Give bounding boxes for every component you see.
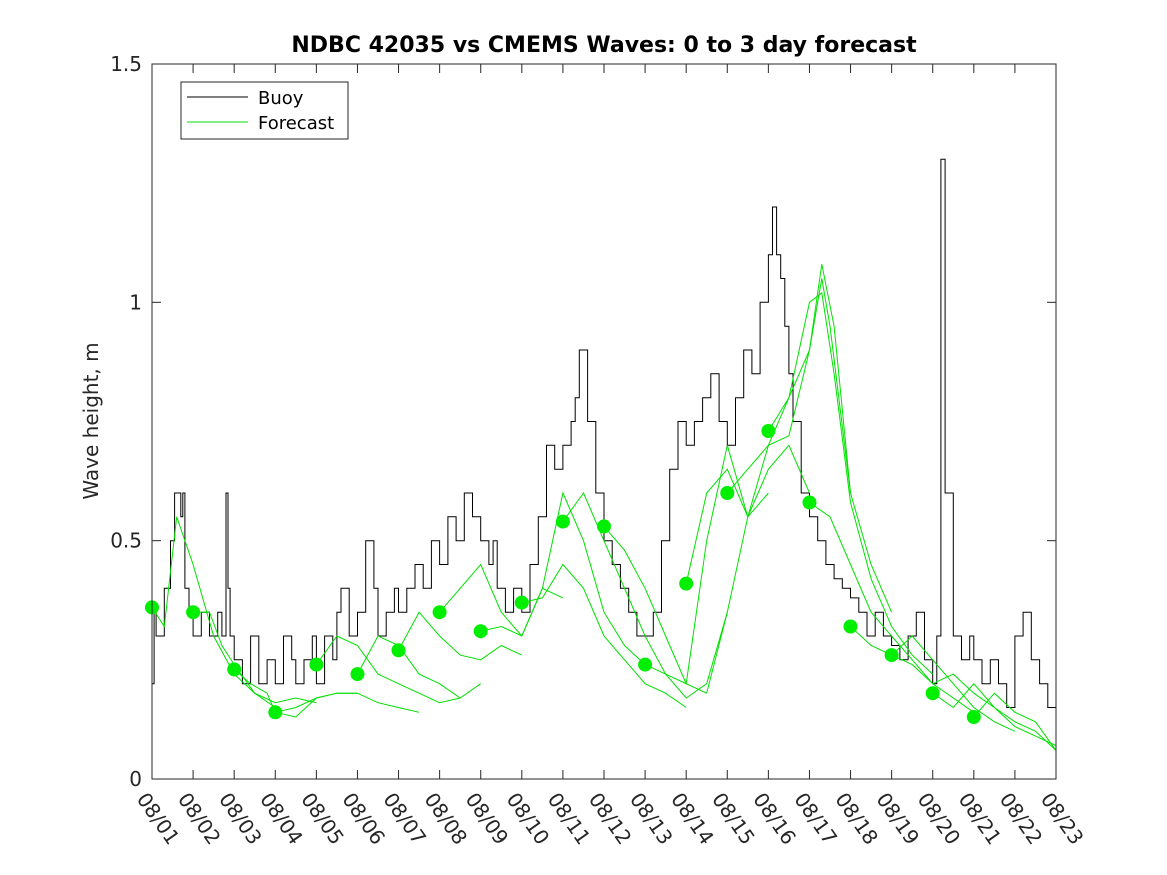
forecast-marker-3 — [268, 705, 283, 720]
x-tick-label: 08/09 — [461, 788, 514, 849]
forecast-marker-10 — [555, 514, 570, 529]
forecast-marker-17 — [843, 619, 858, 634]
x-tick-label: 08/22 — [995, 788, 1048, 849]
forecast-line-15 — [767, 291, 934, 675]
forecast-marker-19 — [925, 686, 940, 701]
x-tick-label: 08/05 — [296, 788, 349, 849]
x-tick-label: 08/11 — [543, 788, 596, 849]
forecast-line-17 — [850, 626, 1016, 732]
forecast-marker-8 — [473, 624, 488, 639]
x-tick-label: 08/03 — [214, 788, 267, 849]
forecast-layer — [151, 264, 1057, 751]
forecast-line-14 — [726, 264, 893, 613]
x-tick-label: 08/23 — [1036, 788, 1089, 849]
x-tick-label: 08/07 — [378, 788, 431, 849]
forecast-line-13 — [685, 278, 851, 584]
y-axis: 0 0.5 1 1.5 — [110, 52, 1056, 791]
y-tick-label: 1 — [129, 290, 142, 314]
forecast-marker-9 — [514, 595, 529, 610]
forecast-line-16 — [809, 502, 975, 713]
forecast-line-20 — [973, 692, 1057, 751]
x-tick-label: 08/06 — [337, 788, 390, 849]
x-tick-label: 08/19 — [872, 788, 925, 849]
y-tick-label: 0 — [129, 767, 142, 791]
forecast-line-3 — [275, 692, 420, 718]
forecast-marker-12 — [638, 657, 653, 672]
chart-title: NDBC 42035 vs CMEMS Waves: 0 to 3 day fo… — [291, 33, 917, 58]
forecast-marker-15 — [761, 424, 776, 438]
forecast-marker-1 — [186, 605, 201, 620]
marker-layer — [145, 424, 981, 724]
forecast-line-6 — [398, 611, 523, 661]
legend: Buoy Forecast — [180, 81, 349, 140]
forecast-marker-6 — [391, 643, 406, 658]
forecast-line-18 — [891, 654, 1057, 747]
forecast-marker-4 — [309, 657, 324, 672]
forecast-marker-20 — [966, 710, 981, 724]
x-tick-label: 08/08 — [420, 788, 473, 849]
forecast-line-8 — [480, 491, 646, 665]
forecast-line-19 — [932, 682, 1057, 751]
x-tick-label: 08/20 — [913, 788, 966, 849]
x-tick-label: 08/17 — [789, 788, 842, 849]
x-tick-label: 08/15 — [707, 788, 760, 849]
x-tick-label: 08/12 — [584, 788, 637, 849]
y-tick-label: 1.5 — [110, 52, 142, 76]
forecast-marker-18 — [884, 648, 899, 663]
forecast-marker-7 — [432, 605, 447, 620]
legend-box — [180, 81, 349, 140]
x-tick-label: 08/01 — [132, 788, 185, 849]
forecast-marker-11 — [597, 519, 611, 534]
legend-buoy-label: Buoy — [258, 88, 304, 109]
y-axis-label: Wave height, m — [79, 342, 103, 499]
forecast-marker-2 — [227, 662, 242, 677]
forecast-line-9 — [521, 563, 687, 708]
x-tick-label: 08/16 — [748, 788, 801, 849]
forecast-marker-5 — [350, 667, 365, 682]
forecast-line-0 — [151, 516, 276, 708]
forecast-marker-16 — [802, 495, 817, 510]
forecast-line-4 — [315, 635, 461, 704]
forecast-marker-13 — [679, 576, 694, 591]
legend-forecast-label: Forecast — [258, 113, 334, 134]
x-tick-label: 08/21 — [954, 788, 1007, 849]
y-tick-label: 0.5 — [110, 529, 142, 553]
forecast-line-12 — [644, 444, 810, 685]
forecast-line-10 — [562, 491, 728, 699]
forecast-marker-14 — [720, 486, 735, 500]
x-tick-label: 08/13 — [625, 788, 678, 849]
forecast-line-5 — [357, 635, 481, 699]
x-tick-label: 08/02 — [173, 788, 226, 849]
x-tick-label: 08/10 — [502, 788, 555, 849]
x-tick-label: 08/14 — [666, 788, 719, 849]
x-tick-label: 08/18 — [830, 788, 883, 849]
x-tick-label: 08/04 — [255, 788, 308, 849]
